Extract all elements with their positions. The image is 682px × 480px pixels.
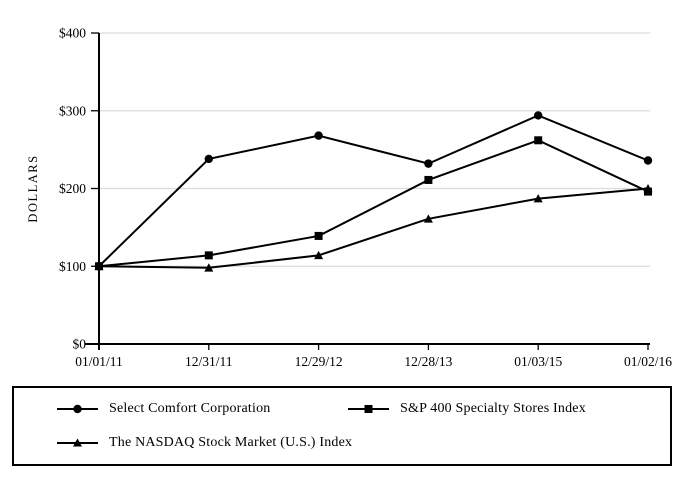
data-point-circle [204,154,213,164]
x-tick-label: 12/29/12 [295,354,343,369]
y-tick-label: $100 [59,259,86,274]
data-point-triangle [204,263,214,272]
square-marker-icon [348,405,389,413]
x-tick-label: 12/28/13 [404,354,452,369]
chart-plot-area: $0 $100 $200 $300 $400 01/01/11 12/31/11 12/29/… [26,26,672,370]
triangle-marker-icon [57,438,98,447]
data-point-triangle [533,194,543,203]
data-point-square [534,136,543,145]
y-axis-title: DOLLARS [26,154,40,222]
x-tick-label: 12/31/11 [185,354,233,369]
data-point-square [314,231,323,240]
circle-marker-icon [57,404,98,414]
data-point-triangle [423,214,433,223]
x-tick-label: 01/02/16 [624,354,672,369]
y-tick-label: $200 [59,181,86,196]
data-point-square [424,175,433,184]
x-tick-label: 01/03/15 [514,354,562,369]
series-line-circle [98,114,649,267]
legend-item-sp400: S&P 400 Specialty Stores Index [348,400,586,418]
data-point-circle [314,131,323,140]
data-point-circle [424,159,433,168]
chart-legend: Select Comfort Corporation S&P 400 Speci… [12,386,672,466]
legend-item-nasdaq: The NASDAQ Stock Market (U.S.) Index [57,434,352,452]
data-point-triangle [314,250,324,260]
legend-item-select-comfort: Select Comfort Corporation [57,400,271,418]
data-point-triangle [643,184,653,193]
data-point-circle [534,111,543,120]
legend-label: Select Comfort Corporation [109,401,271,416]
series-line-square [98,139,649,268]
y-tick-label: $0 [73,337,87,352]
data-point-triangle [94,261,104,271]
series-line-triangle [98,187,649,269]
legend-label: S&P 400 Specialty Stores Index [400,401,586,416]
y-tick-label: $400 [59,26,86,41]
x-tick-label: 01/01/11 [75,354,123,369]
legend-label: The NASDAQ Stock Market (U.S.) Index [109,435,353,450]
data-point-circle [643,156,653,165]
data-point-square [204,251,213,260]
y-tick-label: $300 [59,103,86,118]
